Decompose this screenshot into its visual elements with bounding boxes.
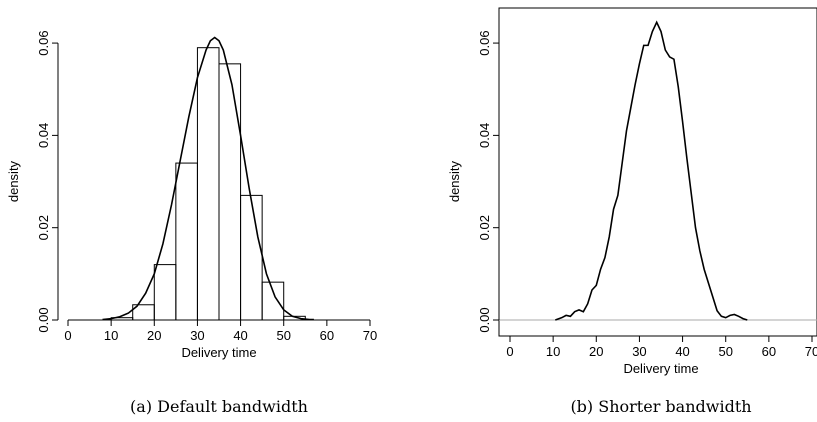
caption: (a) Default bandwidth — [130, 397, 308, 416]
x-tick-label: 30 — [190, 328, 204, 343]
x-tick-label: 10 — [546, 344, 560, 359]
histogram-bar — [153, 264, 177, 321]
y-tick-label: 0.04 — [477, 123, 492, 148]
x-axis-label: Delivery time — [623, 361, 698, 376]
x-tick-label: 60 — [320, 328, 334, 343]
y-axis-label: density — [6, 160, 21, 202]
y-tick-label: 0.02 — [477, 215, 492, 240]
histogram-bar — [175, 162, 198, 321]
density-curve — [102, 36, 314, 321]
histogram-bar — [240, 194, 263, 321]
x-tick-label: 70 — [363, 328, 377, 343]
histogram-bars — [110, 47, 306, 321]
x-tick-label: 50 — [276, 328, 290, 343]
x-tick-label: 60 — [762, 344, 776, 359]
axes: 0 10 20 30 40 50 60 70 0.00 0.02 0.04 0.06 — [477, 30, 817, 359]
x-tick-label: 20 — [147, 328, 161, 343]
x-tick-label: 40 — [675, 344, 689, 359]
panel-a: 0 10 20 30 40 50 60 70 0.00 0.02 0.04 0.06 Delivery… — [6, 30, 377, 416]
x-tick-label: 0 — [506, 344, 513, 359]
panel-b: 0 10 20 30 40 50 60 70 0.00 0.02 0.04 0.06 Delivery… — [447, 7, 817, 416]
x-tick-label: 10 — [104, 328, 118, 343]
y-tick-label: 0.04 — [36, 123, 51, 148]
histogram-bar — [218, 63, 242, 321]
x-tick-label: 40 — [233, 328, 247, 343]
y-tick-label: 0.06 — [36, 30, 51, 55]
caption: (b) Shorter bandwidth — [570, 397, 751, 416]
x-tick-label: 20 — [589, 344, 603, 359]
y-tick-label: 0.06 — [477, 30, 492, 55]
x-axis-label: Delivery time — [181, 345, 256, 360]
axes: 0 10 20 30 40 50 60 70 0.00 0.02 0.04 0.06 — [36, 30, 377, 343]
histogram-bar — [261, 281, 285, 321]
x-tick-label: 0 — [64, 328, 71, 343]
y-tick-label: 0.00 — [477, 307, 492, 332]
density-curve — [555, 20, 748, 321]
y-tick-label: 0.00 — [36, 307, 51, 332]
histogram-bar — [196, 47, 220, 321]
x-tick-label: 50 — [718, 344, 732, 359]
plot-frame — [498, 7, 817, 337]
y-tick-label: 0.02 — [36, 215, 51, 240]
y-axis-label: density — [447, 160, 462, 202]
x-tick-label: 70 — [805, 344, 817, 359]
x-tick-label: 30 — [632, 344, 646, 359]
